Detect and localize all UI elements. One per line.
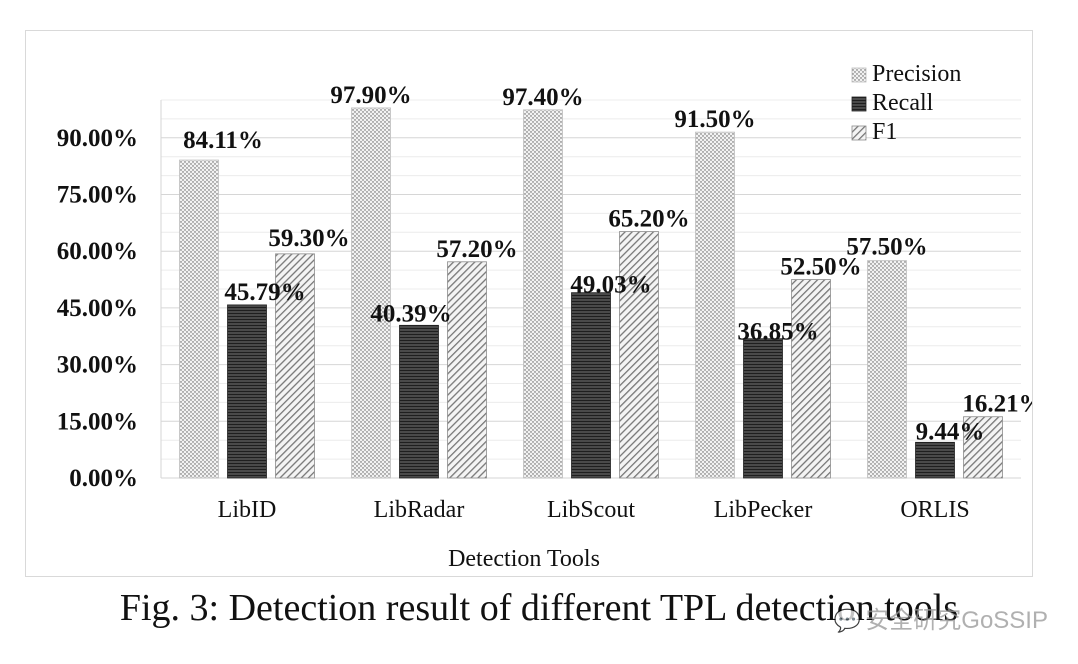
y-tick-label: 90.00% (57, 125, 138, 152)
data-label: 57.50% (846, 234, 927, 261)
bar-f1-libpecker (791, 279, 831, 479)
data-label: 84.11% (183, 127, 263, 154)
data-label: 49.03% (570, 272, 651, 299)
data-label: 57.20% (436, 236, 517, 263)
y-tick-label: 45.00% (57, 295, 138, 322)
bar-precision-libradar (351, 107, 391, 479)
y-tick-label: 60.00% (57, 238, 138, 265)
legend-label-recall: Recall (872, 90, 934, 116)
y-tick-label: 15.00% (57, 408, 138, 435)
legend-swatch-precision (851, 67, 867, 83)
bar-f1-libradar (447, 261, 487, 479)
x-axis-label: Detection Tools (448, 546, 600, 572)
legend-swatch-f1 (851, 125, 867, 141)
bar-precision-libpecker (695, 131, 735, 479)
legend: Precision Recall F1 (851, 61, 961, 145)
y-tick-label: 75.00% (57, 182, 138, 209)
data-label: 52.50% (780, 254, 861, 281)
data-label: 45.79% (224, 279, 305, 306)
x-tick-label: LibRadar (374, 497, 465, 523)
bar-recall-orlis (915, 441, 955, 479)
bar-recall-libid (227, 304, 267, 479)
bar-chart: 0.00% 15.00% 30.00% 45.00% 60.00% 75.00% 90.00… (57, 61, 1044, 572)
bar-f1-libscout (619, 231, 659, 479)
data-label: 59.30% (268, 225, 349, 252)
bar-recall-libradar (399, 324, 439, 479)
x-tick-label: LibID (218, 497, 277, 523)
data-label: 16.21% (962, 391, 1032, 418)
bar-f1-orlis (963, 416, 1003, 479)
bar-precision-libid (179, 159, 219, 479)
legend-swatch-recall (851, 96, 867, 112)
bar-f1-libid (275, 253, 315, 479)
data-label: 97.40% (502, 84, 583, 111)
data-label: 36.85% (737, 319, 818, 346)
figure-caption: Fig. 3: Detection result of different TP… (119, 587, 959, 629)
x-tick-label: ORLIS (900, 497, 969, 523)
data-label: 65.20% (608, 206, 689, 233)
watermark-text: 安全研究GoSSIP (865, 607, 1048, 634)
wechat-icon: 💬 (833, 608, 862, 633)
data-label: 40.39% (370, 300, 451, 327)
bar-recall-libscout (571, 292, 611, 479)
bar-precision-libscout (523, 109, 563, 479)
legend-label-f1: F1 (872, 119, 897, 145)
y-tick-label: 0.00% (69, 465, 138, 492)
legend-label-precision: Precision (872, 61, 961, 87)
data-label: 9.44% (916, 418, 985, 445)
data-label: 91.50% (674, 106, 755, 133)
data-label: 97.90% (330, 82, 411, 109)
bar-recall-libpecker (743, 338, 783, 479)
y-tick-label: 30.00% (57, 352, 138, 379)
x-tick-label: LibPecker (714, 497, 813, 523)
x-tick-label: LibScout (547, 497, 635, 523)
watermark: 💬 安全研究GoSSIP (834, 600, 1048, 635)
chart-frame: 0.00% 15.00% 30.00% 45.00% 60.00% 75.00% 90.00… (25, 30, 1044, 577)
bar-precision-orlis (867, 260, 907, 479)
